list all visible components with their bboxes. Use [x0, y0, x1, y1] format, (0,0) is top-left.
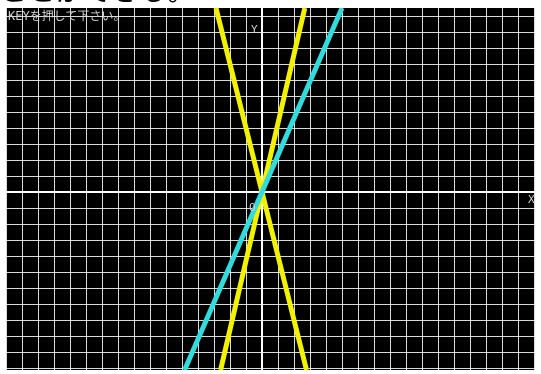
plot-lines — [182, 8, 345, 370]
origin-label: O — [249, 201, 256, 214]
graph-screen: KEYを押して下さい。 Y X O — [6, 8, 535, 370]
x-axis-label: X — [528, 193, 535, 206]
key-prompt: KEYを押して下さい。 — [8, 9, 126, 23]
axes — [6, 8, 535, 370]
caption-fragment: ことができる。 — [0, 0, 541, 8]
y-axis-label: Y — [251, 23, 258, 36]
plot-line-3 — [182, 8, 345, 370]
grid-lines — [6, 8, 535, 370]
graph-plot — [6, 8, 535, 370]
